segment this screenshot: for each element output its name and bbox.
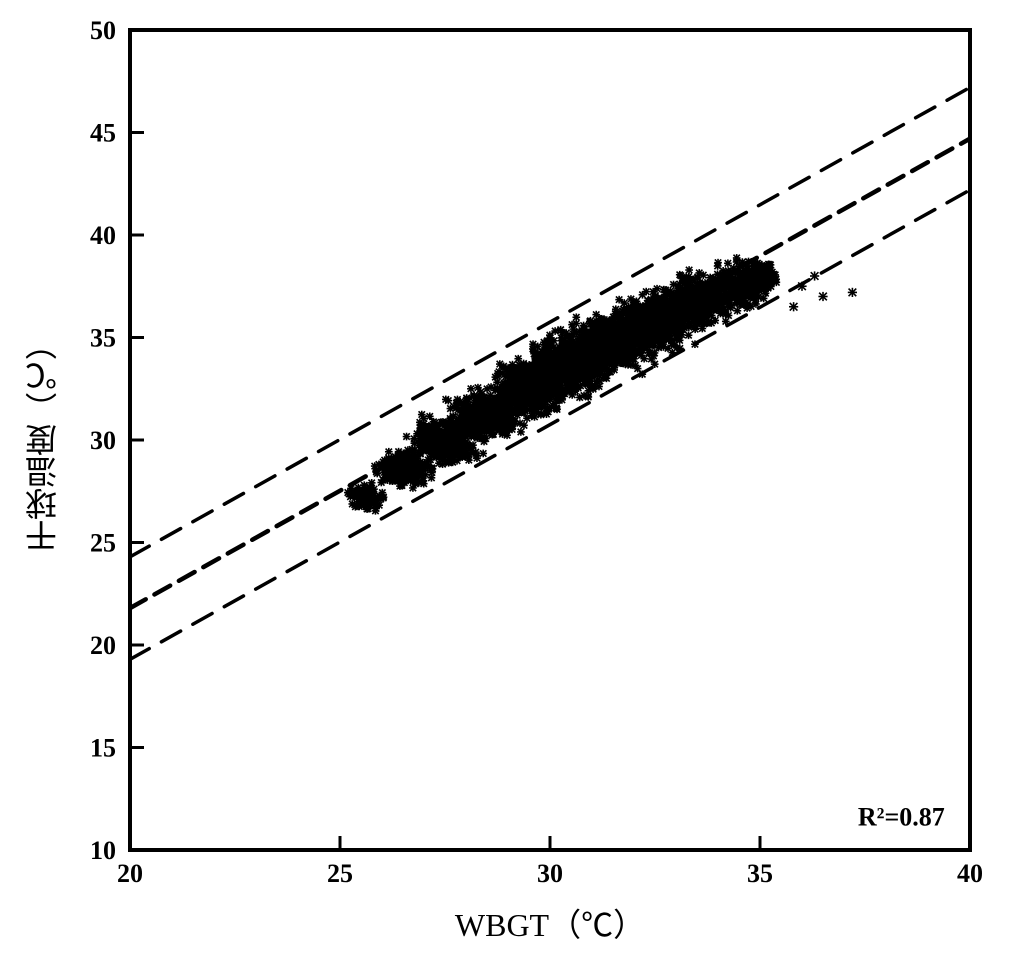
x-axis-label: WBGT（℃） xyxy=(130,900,970,946)
svg-text:15: 15 xyxy=(90,734,116,763)
svg-text:45: 45 xyxy=(90,119,116,148)
svg-text:35: 35 xyxy=(90,324,116,353)
r-squared-annotation: R²=0.87 xyxy=(858,802,945,831)
svg-text:10: 10 xyxy=(90,836,116,865)
svg-text:25: 25 xyxy=(327,859,353,888)
svg-text:35: 35 xyxy=(747,859,773,888)
chart-container: 20 25 30 35 40 10 15 20 25 30 35 40 45 50 R²=0.87 干球温度… xyxy=(0,0,1011,949)
svg-text:40: 40 xyxy=(957,859,983,888)
scatter-chart: 20 25 30 35 40 10 15 20 25 30 35 40 45 50 R²=0.87 xyxy=(0,0,1011,949)
svg-text:50: 50 xyxy=(90,16,116,45)
svg-text:20: 20 xyxy=(117,859,143,888)
svg-text:20: 20 xyxy=(90,631,116,660)
svg-text:40: 40 xyxy=(90,221,116,250)
svg-text:25: 25 xyxy=(90,529,116,558)
y-axis-label: 干球温度（℃） xyxy=(20,30,66,850)
svg-text:30: 30 xyxy=(90,426,116,455)
svg-text:30: 30 xyxy=(537,859,563,888)
